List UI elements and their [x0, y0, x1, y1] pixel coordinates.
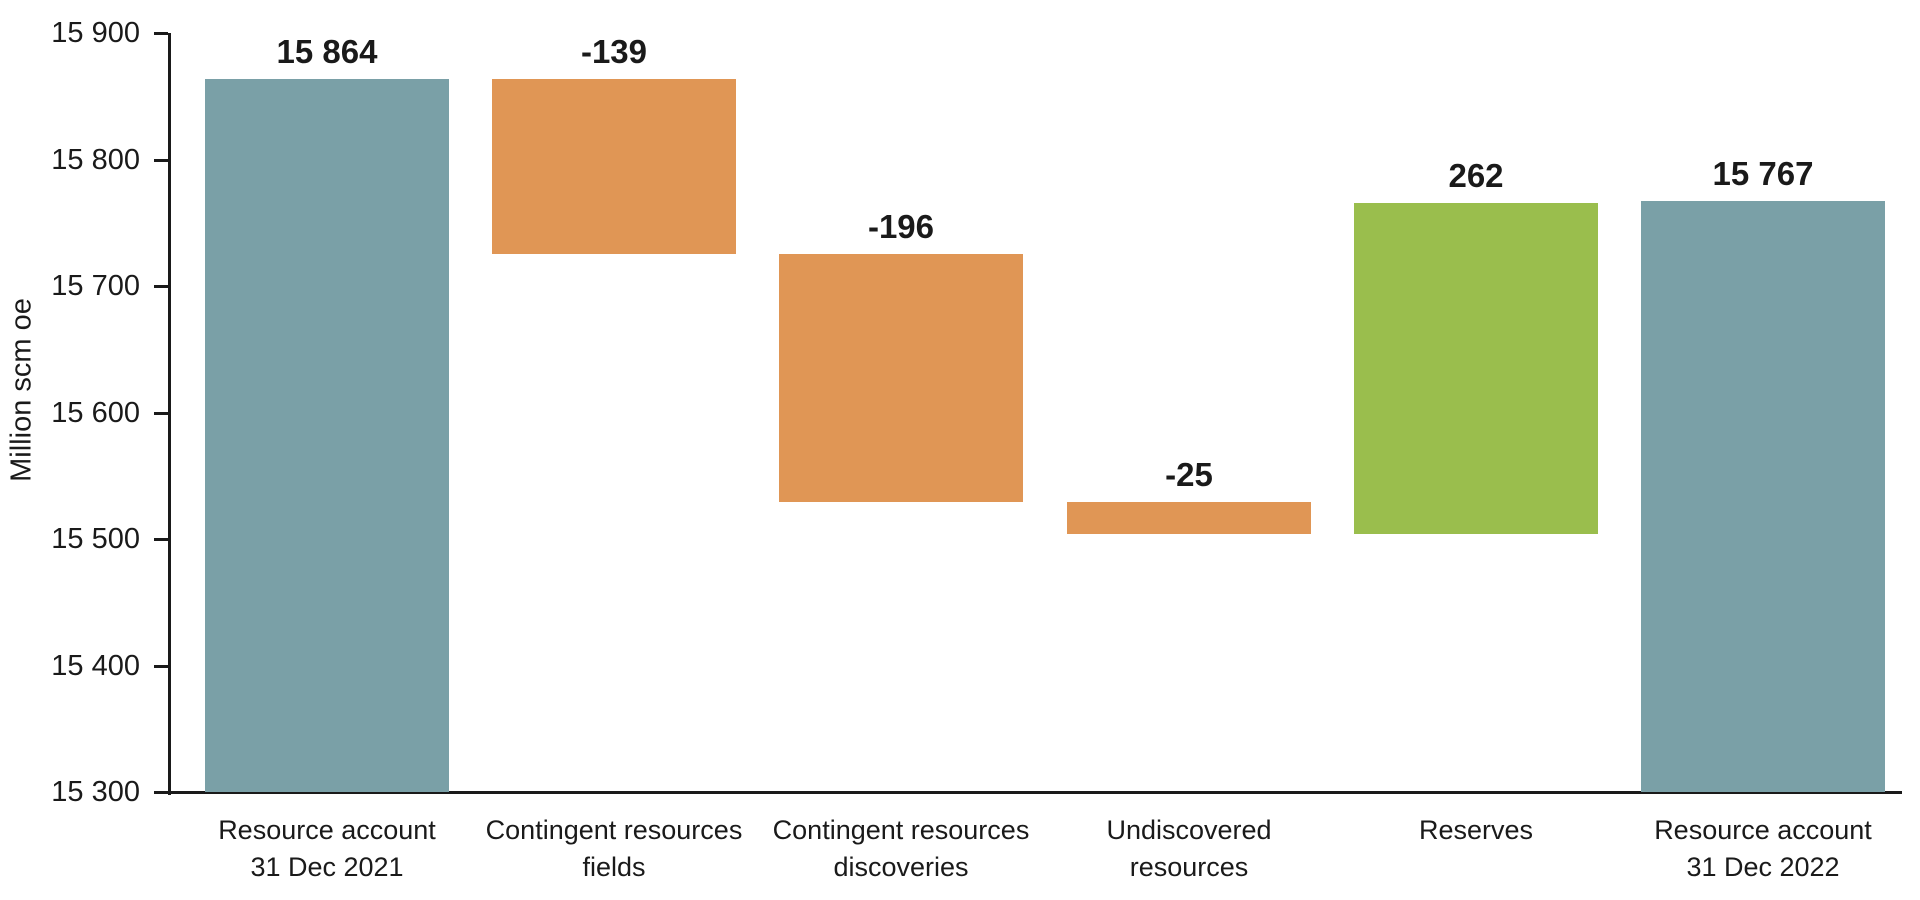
- x-category-line: 31 Dec 2021: [250, 852, 404, 882]
- y-tick-mark: [154, 32, 168, 35]
- waterfall-bar: [205, 78, 449, 792]
- y-tick-mark: [154, 538, 168, 541]
- y-tick-mark: [154, 158, 168, 162]
- bar-value-label: 15 767: [1712, 155, 1814, 193]
- y-tick-label: 15 600: [51, 396, 140, 429]
- y-tick-label: 15 900: [51, 17, 140, 49]
- waterfall-bar: [492, 78, 736, 255]
- x-axis-line: [154, 791, 1902, 794]
- waterfall-bar: [1354, 202, 1598, 534]
- x-category-line: Resource account: [1654, 815, 1872, 845]
- x-category-line: Contingent resources: [772, 815, 1030, 845]
- x-category-label: Resource account 31 Dec 2021: [177, 812, 477, 886]
- y-tick-label: 15 700: [51, 270, 140, 302]
- x-category-line: resources: [1129, 852, 1249, 882]
- x-category-line: Reserves: [1418, 815, 1534, 845]
- waterfall-bar: [1067, 502, 1311, 534]
- y-tick-mark: [154, 791, 168, 794]
- x-category-label: Undiscovered resources: [1039, 812, 1339, 886]
- waterfall-bar: [1641, 201, 1885, 792]
- x-category-line: Undiscovered: [1106, 815, 1272, 845]
- x-category-line: 31 Dec 2022: [1686, 852, 1840, 882]
- bar-value-label: 262: [1448, 156, 1504, 194]
- x-category-label: Reserves: [1326, 812, 1626, 849]
- y-tick-label: 15 400: [51, 649, 140, 682]
- waterfall-bar: [779, 254, 1023, 503]
- bar-value-label: -139: [580, 32, 648, 70]
- x-category-label: Resource account 31 Dec 2022: [1613, 812, 1913, 886]
- bar-value-label: -196: [867, 208, 935, 246]
- y-axis-title: Million scm oe: [5, 298, 38, 482]
- y-axis-line: [168, 33, 171, 795]
- x-category-line: discoveries: [833, 852, 969, 882]
- x-category-line: Contingent resources: [485, 815, 743, 845]
- x-category-label: Contingent resources fields: [464, 812, 764, 886]
- y-tick-label: 15 300: [51, 776, 140, 808]
- x-category-label: Contingent resources discoveries: [751, 812, 1051, 886]
- y-tick-mark: [154, 285, 168, 288]
- y-tick-label: 15 800: [51, 143, 140, 176]
- bar-value-label: 15 864: [276, 32, 378, 70]
- y-tick-mark: [154, 411, 168, 415]
- bar-value-label: -25: [1165, 456, 1213, 494]
- x-category-line: Resource account: [218, 815, 436, 845]
- y-tick-mark: [154, 664, 168, 668]
- x-category-line: fields: [582, 852, 646, 882]
- y-tick-label: 15 500: [51, 523, 140, 555]
